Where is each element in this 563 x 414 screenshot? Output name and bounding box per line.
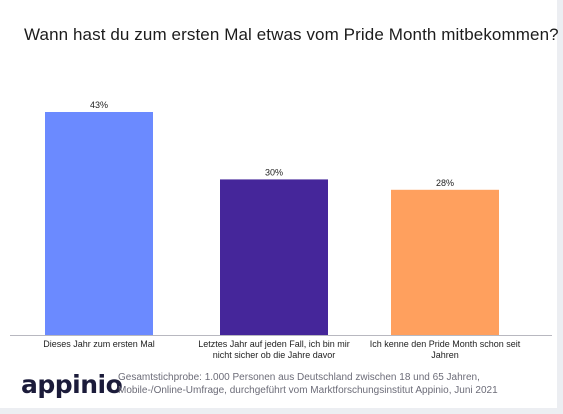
data-label-2: 30%	[265, 167, 283, 177]
tick-label-2: Letztes Jahr auf jeden Fall, ich bin mir…	[198, 339, 350, 360]
bar-3	[391, 189, 499, 335]
bar-2	[220, 179, 328, 335]
footer: appinio Gesamtstichprobe: 1.000 Personen…	[0, 366, 563, 406]
tick-label-1: Dieses Jahr zum ersten Mal	[43, 339, 155, 349]
data-label-1: 43%	[90, 100, 108, 110]
tick-label-3: Ich kenne den Pride Month schon seit Jahr…	[370, 339, 521, 360]
appinio-logo: appinio	[21, 370, 123, 399]
chart-title: Wann hast du zum ersten Mal etwas vom Pr…	[24, 25, 559, 44]
data-label-3: 28%	[436, 178, 454, 188]
bar-1	[45, 112, 153, 335]
footnote: Gesamtstichprobe: 1.000 Personen aus Deu…	[118, 372, 498, 396]
